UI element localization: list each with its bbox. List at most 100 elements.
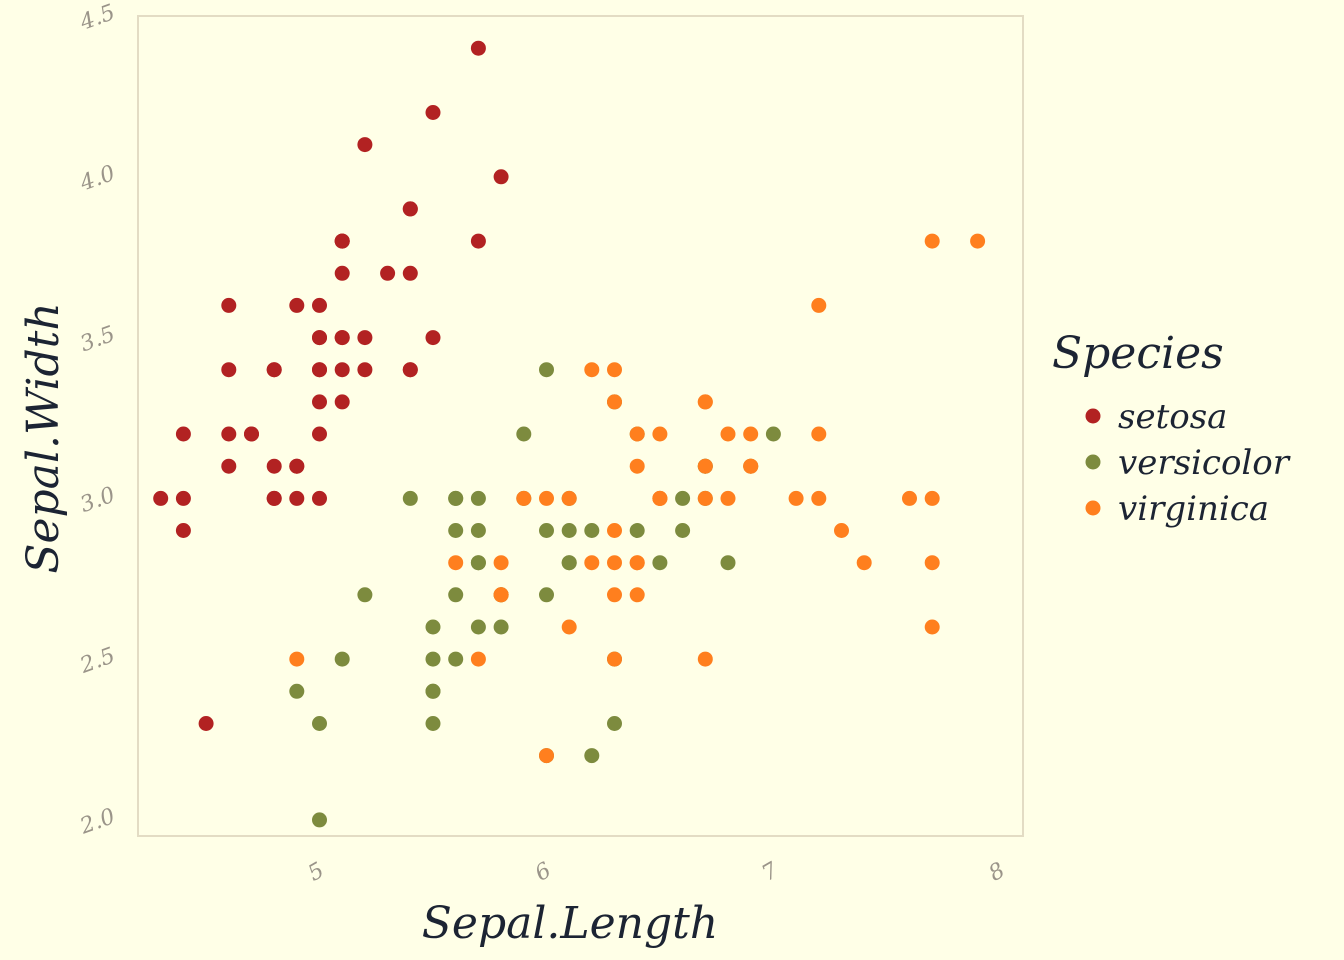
point-versicolor bbox=[539, 523, 554, 538]
point-setosa bbox=[493, 169, 509, 185]
point-versicolor bbox=[470, 619, 486, 635]
y-tick-label: 4.0 bbox=[76, 161, 118, 197]
point-setosa bbox=[266, 490, 282, 506]
point-versicolor bbox=[607, 716, 622, 731]
point-virginica bbox=[493, 587, 509, 603]
point-versicolor bbox=[629, 523, 645, 538]
point-virginica bbox=[539, 490, 554, 506]
point-virginica bbox=[629, 555, 645, 571]
point-versicolor bbox=[561, 523, 577, 538]
legend-key-virginica bbox=[1085, 500, 1101, 516]
y-tick-label: 3.5 bbox=[77, 322, 118, 357]
point-setosa bbox=[425, 105, 441, 120]
point-versicolor bbox=[675, 523, 691, 538]
point-versicolor bbox=[289, 683, 305, 699]
point-setosa bbox=[289, 297, 305, 313]
point-versicolor bbox=[425, 651, 441, 667]
point-virginica bbox=[902, 490, 917, 506]
point-versicolor bbox=[357, 587, 373, 603]
point-versicolor bbox=[425, 619, 441, 635]
legend-key-versicolor bbox=[1085, 454, 1101, 470]
point-versicolor bbox=[493, 619, 509, 635]
point-virginica bbox=[607, 523, 622, 538]
point-virginica bbox=[561, 619, 577, 635]
point-setosa bbox=[289, 490, 305, 506]
point-setosa bbox=[289, 458, 305, 474]
point-virginica bbox=[629, 426, 645, 442]
point-setosa bbox=[312, 330, 327, 346]
point-setosa bbox=[175, 523, 191, 538]
point-versicolor bbox=[425, 716, 441, 731]
point-virginica bbox=[811, 490, 827, 506]
point-setosa bbox=[175, 490, 191, 506]
point-virginica bbox=[539, 748, 554, 764]
point-setosa bbox=[470, 40, 486, 56]
point-virginica bbox=[607, 394, 622, 410]
point-virginica bbox=[811, 426, 827, 442]
point-virginica bbox=[743, 426, 759, 442]
x-tick-label: 6 bbox=[531, 858, 556, 887]
point-setosa bbox=[334, 330, 350, 346]
legend: Species setosa versicolor virginica bbox=[1052, 328, 1291, 529]
point-virginica bbox=[516, 490, 532, 506]
point-setosa bbox=[470, 233, 486, 249]
x-tick-label: 8 bbox=[985, 858, 1010, 887]
point-setosa bbox=[175, 426, 191, 442]
x-tick-label: 5 bbox=[304, 858, 329, 887]
point-versicolor bbox=[470, 490, 486, 506]
point-versicolor bbox=[448, 523, 464, 538]
point-virginica bbox=[652, 426, 668, 442]
point-setosa bbox=[402, 362, 418, 378]
point-virginica bbox=[629, 587, 645, 603]
point-virginica bbox=[584, 362, 600, 378]
point-virginica bbox=[924, 233, 940, 249]
point-virginica bbox=[470, 651, 486, 667]
y-tick-label: 4.5 bbox=[76, 0, 118, 36]
point-setosa bbox=[198, 716, 214, 731]
point-virginica bbox=[448, 555, 464, 571]
y-tick-label: 2.5 bbox=[76, 643, 118, 679]
point-setosa bbox=[266, 362, 282, 378]
point-setosa bbox=[153, 490, 169, 506]
y-tick-label: 3.0 bbox=[77, 483, 118, 518]
point-setosa bbox=[402, 201, 418, 217]
legend-key-setosa bbox=[1085, 408, 1101, 424]
x-axis-title: Sepal.Length bbox=[422, 898, 718, 949]
point-virginica bbox=[561, 490, 577, 506]
point-virginica bbox=[697, 490, 713, 506]
point-virginica bbox=[924, 555, 940, 571]
point-versicolor bbox=[448, 651, 464, 667]
point-virginica bbox=[970, 233, 986, 249]
legend-title: Species bbox=[1052, 328, 1224, 379]
point-versicolor bbox=[448, 490, 464, 506]
point-virginica bbox=[788, 490, 804, 506]
point-setosa bbox=[312, 362, 327, 378]
point-versicolor bbox=[765, 426, 781, 442]
point-versicolor bbox=[425, 683, 441, 699]
data-points bbox=[153, 40, 986, 828]
point-versicolor bbox=[448, 587, 464, 603]
x-axis-ticks: 5 6 7 8 bbox=[304, 858, 1009, 887]
legend-label-virginica: virginica bbox=[1118, 489, 1269, 529]
point-versicolor bbox=[652, 555, 668, 571]
point-virginica bbox=[652, 490, 668, 506]
point-virginica bbox=[720, 426, 736, 442]
legend-label-setosa: setosa bbox=[1118, 397, 1227, 437]
point-setosa bbox=[312, 490, 327, 506]
point-versicolor bbox=[470, 555, 486, 571]
point-virginica bbox=[629, 458, 645, 474]
point-virginica bbox=[697, 394, 713, 410]
legend-label-versicolor: versicolor bbox=[1118, 443, 1291, 483]
point-virginica bbox=[743, 458, 759, 474]
plot-panel bbox=[137, 15, 1024, 837]
point-setosa bbox=[402, 265, 418, 281]
point-virginica bbox=[924, 490, 940, 506]
point-setosa bbox=[357, 137, 373, 153]
point-setosa bbox=[334, 362, 350, 378]
point-virginica bbox=[697, 651, 713, 667]
point-virginica bbox=[697, 458, 713, 474]
point-setosa bbox=[380, 265, 396, 281]
point-versicolor bbox=[675, 490, 691, 506]
point-virginica bbox=[493, 555, 509, 571]
